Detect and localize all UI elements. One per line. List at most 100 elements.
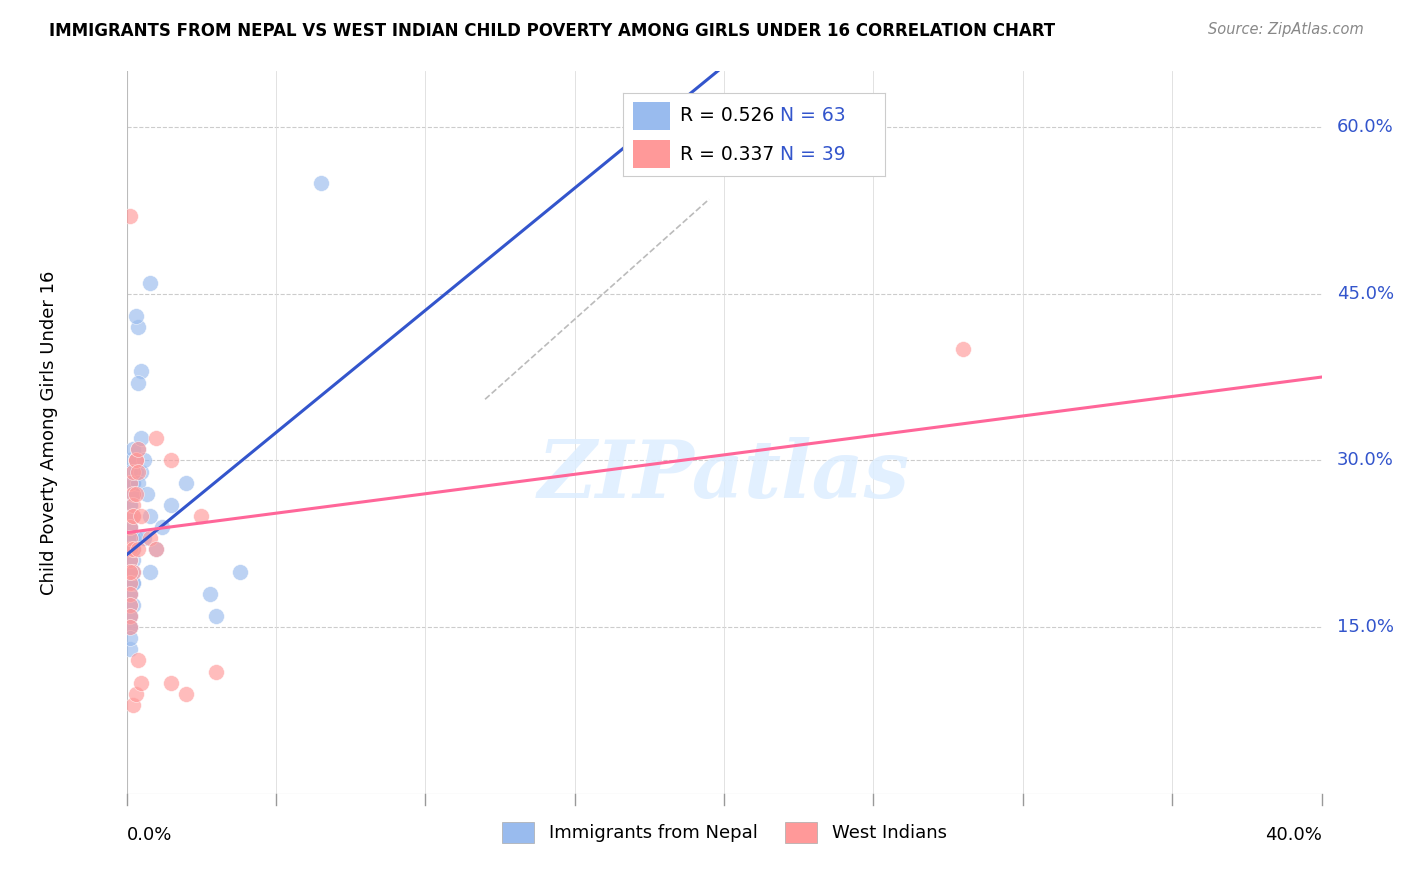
Point [118, 508, 141, 523]
Point [160, 498, 183, 512]
Point [118, 465, 141, 479]
Point [121, 475, 143, 490]
Point [118, 565, 141, 579]
Point [118, 620, 141, 634]
Point [121, 542, 143, 557]
Point [118, 587, 141, 601]
Point [190, 508, 212, 523]
Point [131, 431, 153, 445]
Point [121, 565, 143, 579]
Point [118, 453, 141, 467]
Text: Child Poverty Among Girls Under 16: Child Poverty Among Girls Under 16 [39, 270, 58, 595]
Point [118, 609, 141, 624]
Point [136, 487, 159, 501]
Point [121, 508, 143, 523]
Point [152, 520, 174, 534]
Point [118, 598, 141, 612]
Point [139, 276, 162, 290]
Point [124, 487, 146, 501]
Text: 60.0%: 60.0% [1337, 118, 1393, 136]
Legend: Immigrants from Nepal, West Indians: Immigrants from Nepal, West Indians [495, 814, 953, 850]
Point [127, 376, 149, 390]
Point [118, 520, 141, 534]
Point [127, 465, 149, 479]
Point [118, 542, 141, 557]
Point [118, 575, 141, 590]
Point [118, 609, 141, 624]
Point [121, 487, 143, 501]
Point [118, 542, 141, 557]
Point [134, 531, 156, 545]
Point [124, 453, 146, 467]
Point [121, 487, 143, 501]
Point [118, 531, 141, 545]
Point [121, 498, 143, 512]
Point [118, 553, 141, 567]
Point [160, 675, 183, 690]
Point [131, 675, 153, 690]
Point [118, 565, 141, 579]
Text: 30.0%: 30.0% [1337, 451, 1393, 469]
Text: 0.0%: 0.0% [127, 826, 172, 845]
Point [121, 565, 143, 579]
Text: 45.0%: 45.0% [1337, 285, 1393, 302]
Text: ZIPatlas: ZIPatlas [538, 437, 910, 515]
Point [134, 453, 156, 467]
Point [205, 609, 228, 624]
Point [118, 475, 141, 490]
Point [145, 542, 167, 557]
Text: IMMIGRANTS FROM NEPAL VS WEST INDIAN CHILD POVERTY AMONG GIRLS UNDER 16 CORRELAT: IMMIGRANTS FROM NEPAL VS WEST INDIAN CHI… [49, 22, 1056, 40]
Point [121, 698, 143, 712]
Point [124, 687, 146, 701]
Point [124, 453, 146, 467]
Point [118, 575, 141, 590]
Point [118, 542, 141, 557]
Point [118, 553, 141, 567]
Point [139, 565, 162, 579]
Point [131, 364, 153, 378]
Point [131, 465, 153, 479]
Point [139, 531, 162, 545]
Point [118, 520, 141, 534]
Point [121, 575, 143, 590]
Point [127, 542, 149, 557]
Point [121, 475, 143, 490]
Text: 15.0%: 15.0% [1337, 618, 1393, 636]
Point [200, 587, 222, 601]
Text: Source: ZipAtlas.com: Source: ZipAtlas.com [1208, 22, 1364, 37]
Point [205, 665, 228, 679]
Point [121, 442, 143, 457]
Point [160, 453, 183, 467]
Point [124, 465, 146, 479]
Point [118, 587, 141, 601]
Point [121, 553, 143, 567]
Point [121, 531, 143, 545]
Point [124, 453, 146, 467]
Point [118, 609, 141, 624]
Point [174, 475, 197, 490]
Point [118, 498, 141, 512]
Point [118, 620, 141, 634]
Point [309, 176, 332, 190]
Point [124, 309, 146, 323]
Point [118, 598, 141, 612]
Point [127, 475, 149, 490]
Point [124, 531, 146, 545]
Point [127, 320, 149, 334]
Point [118, 520, 141, 534]
Point [118, 498, 141, 512]
Point [174, 687, 197, 701]
Point [118, 209, 141, 223]
Point [131, 508, 153, 523]
Point [229, 565, 252, 579]
Point [145, 542, 167, 557]
Point [121, 508, 143, 523]
Point [124, 453, 146, 467]
Point [118, 587, 141, 601]
Text: 40.0%: 40.0% [1265, 826, 1322, 845]
Point [118, 565, 141, 579]
Point [121, 542, 143, 557]
Point [121, 465, 143, 479]
Point [121, 575, 143, 590]
Point [121, 508, 143, 523]
